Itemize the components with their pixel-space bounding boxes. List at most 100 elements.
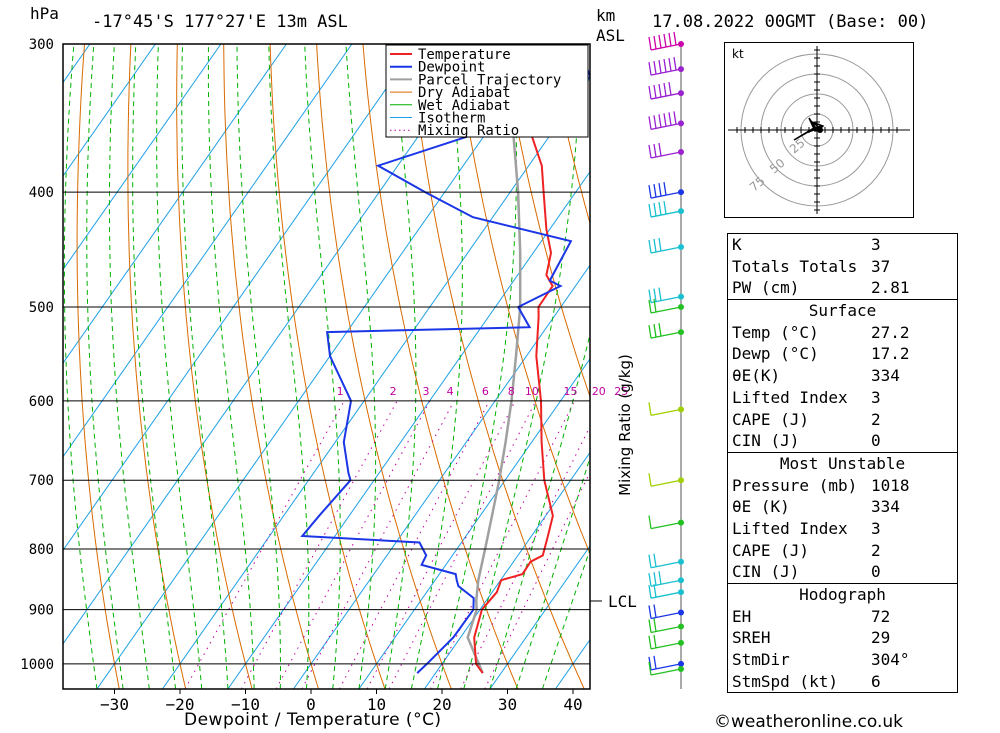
wind-level-dot: [678, 609, 684, 616]
mixing-ratio-label: 8: [508, 385, 515, 398]
dry-adiabat-line: [127, 44, 187, 689]
section-title: Hodograph: [799, 585, 886, 604]
index-value: 3: [871, 518, 881, 538]
wind-barb: [648, 287, 684, 304]
wet-adiabat-line: [63, 44, 98, 689]
wind-barb-feather: [658, 323, 662, 337]
wind-barb-feather: [658, 34, 662, 49]
wind-level-dot: [678, 329, 684, 336]
wind-barb-feather: [653, 238, 657, 253]
x-tick-label: −10: [231, 695, 260, 714]
index-value: 2.81: [871, 278, 910, 298]
wind-barb: [648, 655, 684, 671]
wind-barb-feather: [653, 143, 657, 158]
wet-adiabat-line: [384, 44, 417, 689]
wet-adiabat-line: [345, 44, 377, 689]
mixing-ratio-label: 6: [482, 385, 489, 398]
index-label: Dewp (°C): [732, 344, 819, 364]
index-label: SREH: [732, 628, 771, 648]
index-label: CIN (J): [732, 562, 800, 582]
index-label: Lifted Index: [732, 518, 848, 538]
index-row: SREH 29: [728, 627, 957, 649]
height-unit-asl: ASL: [596, 26, 625, 45]
wind-barb-feather: [653, 584, 657, 598]
wind-level-dot: [678, 558, 684, 565]
wind-barb-feather: [653, 115, 657, 129]
index-row: CAPE (J) 2: [728, 540, 957, 562]
isotherm-line: [489, 545, 590, 689]
index-row: StmDir 304°: [728, 649, 957, 671]
index-label: CAPE (J): [732, 409, 810, 429]
dry-adiabat-line: [362, 44, 519, 689]
x-tick-label: 40: [563, 695, 582, 714]
wind-level-dot: [678, 244, 684, 251]
wind-level-dot: [678, 304, 684, 311]
index-label: CIN (J): [732, 431, 800, 451]
wind-level-dot: [678, 660, 684, 667]
mixing-ratio-axis-label: Mixing Ratio (g/kg): [616, 354, 634, 496]
index-value: 334: [871, 497, 900, 517]
wind-barb-feather: [648, 605, 652, 619]
index-label: StmSpd (kt): [732, 671, 838, 691]
pressure-unit-label: hPa: [30, 4, 59, 23]
legend-entry: Parcel Trajectory: [418, 72, 561, 88]
pressure-tick-label: 700: [29, 473, 54, 489]
datetime-title: 17.08.2022 00GMT (Base: 00): [652, 12, 929, 32]
index-row: Lifted Index 3: [728, 387, 957, 409]
isotherm-line: [63, 44, 353, 458]
wind-barb: [648, 182, 684, 199]
wind-barb-feather: [653, 618, 657, 632]
index-label: EH: [732, 606, 752, 626]
legend-entry: Dewpoint: [418, 60, 485, 76]
wind-barb-feather: [653, 288, 657, 302]
wind-level-dot: [678, 208, 684, 215]
dry-adiabat-line: [24, 44, 53, 689]
wind-level-dot: [678, 577, 684, 584]
index-row: Pressure (mb) 1018: [728, 475, 957, 497]
wind-barb: [648, 618, 684, 634]
wind-level-dot: [678, 66, 684, 73]
pressure-tick-label: 500: [29, 300, 54, 316]
wind-barb-feather: [653, 634, 657, 648]
wind-level-dot: [678, 623, 684, 630]
wind-barb-feather: [658, 571, 662, 585]
indices-table: K 3 Totals Totals 37 PW (cm) 2.81 Surface Temp …: [727, 233, 958, 694]
isotherm-line: [0, 44, 24, 689]
wind-barb-feather: [673, 111, 677, 125]
wet-adiabat-line: [463, 44, 581, 689]
wind-barb-feather: [663, 33, 667, 48]
wind-barb-feather: [658, 201, 662, 216]
index-value: 1018: [871, 475, 910, 495]
wind-barb-feather: [653, 84, 657, 99]
wind-barb: [648, 200, 684, 218]
section-title: Surface: [808, 301, 877, 321]
index-value: 304°: [871, 650, 910, 670]
wind-barb-feather: [648, 619, 652, 633]
wind-barb-feather: [653, 202, 657, 217]
wind-barb-feather: [663, 82, 667, 97]
index-label: Temp (°C): [732, 322, 819, 342]
wind-barb-feather: [648, 116, 652, 130]
index-value: 3: [871, 387, 881, 407]
section-title: Most Unstable: [779, 453, 906, 473]
index-value: 17.2: [871, 344, 910, 364]
index-row: CAPE (J) 2: [728, 409, 957, 431]
mixing-ratio-line: [275, 400, 431, 689]
wind-level-dot: [678, 293, 684, 300]
wind-level-dot: [678, 477, 684, 484]
wind-barb-feather: [668, 58, 672, 72]
wind-barb: [648, 661, 684, 676]
wind-level-dot: [678, 589, 684, 596]
wind-barb-feather: [653, 604, 657, 618]
wind-barb-feather: [663, 182, 667, 196]
wind-barb-staff: [650, 521, 682, 530]
x-tick-label: −20: [166, 695, 195, 714]
wind-barb-feather: [648, 185, 652, 199]
index-value: 2: [871, 540, 881, 560]
mixing-ratio-label: 2: [390, 385, 397, 398]
wet-adiabat-line: [207, 44, 255, 689]
wet-adiabat-line: [132, 44, 176, 689]
wind-barb-feather: [668, 112, 672, 126]
hodograph-trace: [793, 117, 825, 141]
